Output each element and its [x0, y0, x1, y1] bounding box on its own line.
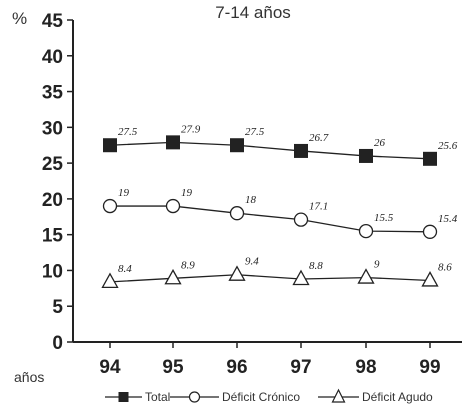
y-tick-label: 0	[52, 333, 63, 354]
data-label: 18	[245, 194, 257, 206]
data-point	[294, 143, 308, 158]
legend-label: Total	[145, 390, 170, 404]
y-tick-label: 20	[42, 190, 63, 211]
data-label: 27.9	[181, 123, 201, 135]
legend-label: Déficit Agudo	[362, 390, 433, 404]
legend-item: Déficit Agudo	[318, 388, 433, 404]
data-point	[358, 223, 374, 239]
x-tick-label: 99	[419, 357, 440, 378]
data-label: 19	[118, 187, 130, 199]
series-1: 19 19 18 17.1 15.5 15.4	[102, 187, 458, 239]
data-point	[166, 135, 180, 150]
data-point	[292, 269, 310, 286]
y-tick-label: 10	[42, 261, 63, 282]
chart-title: 7-14 años	[215, 3, 291, 22]
y-tick-label: 5	[52, 297, 63, 318]
series-line	[110, 205, 431, 233]
axes: 0 5 10 15 20 25 30 35 40 45 94 95 96 97 98 99	[42, 11, 462, 378]
legend-marker	[188, 391, 201, 403]
data-point	[423, 151, 437, 166]
data-point	[229, 206, 245, 221]
legend: Total Déficit Crónico Déficit Agudo	[105, 388, 433, 404]
legend-item: Total	[105, 390, 170, 404]
data-label: 8.4	[118, 263, 132, 275]
x-axis-label: años	[14, 369, 44, 385]
data-label: 25.6	[438, 140, 458, 152]
series-2: 8.4 8.9 9.4 8.8 9 8.6	[101, 256, 452, 289]
y-tick-label: 30	[42, 118, 63, 139]
x-tick-label: 96	[226, 357, 247, 378]
data-point	[357, 268, 375, 284]
data-label: 17.1	[309, 201, 328, 213]
y-tick-label: 40	[42, 47, 63, 68]
data-point	[230, 138, 244, 153]
legend-item: Déficit Crónico	[170, 390, 300, 404]
data-point	[422, 224, 438, 239]
x-tick-label: 94	[99, 357, 121, 378]
data-label: 8.9	[181, 259, 195, 271]
series-line	[109, 141, 431, 160]
y-tick-label: 15	[42, 226, 64, 247]
data-label: 26.7	[309, 132, 329, 144]
data-point	[164, 268, 182, 285]
data-point	[103, 138, 117, 153]
y-tick-label: 35	[42, 83, 64, 104]
series-line	[109, 274, 431, 283]
data-point	[102, 198, 118, 214]
series-layer: 27.5 27.9 27.5 26.7 26 25.6 19 19 18 17.1 15.5 15.4…	[101, 123, 458, 289]
data-point	[165, 198, 181, 214]
data-label: 8.6	[438, 261, 452, 273]
data-label: 9	[374, 259, 380, 271]
data-label: 19	[181, 187, 193, 199]
legend-marker	[331, 388, 346, 403]
data-label: 15.4	[438, 213, 458, 225]
legend-label: Déficit Crónico	[222, 390, 300, 404]
y-tick-label: 25	[42, 154, 64, 175]
x-tick-label: 98	[355, 357, 376, 378]
data-point	[101, 272, 119, 289]
data-label: 27.5	[118, 126, 138, 138]
x-tick-label: 97	[290, 357, 311, 378]
series-0: 27.5 27.9 27.5 26.7 26 25.6	[103, 123, 458, 166]
data-label: 9.4	[245, 256, 259, 268]
y-tick-label: 45	[42, 11, 64, 32]
data-point	[293, 212, 309, 227]
legend-marker	[118, 392, 129, 402]
data-point	[228, 265, 246, 281]
data-point	[359, 148, 373, 163]
x-tick-label: 95	[162, 357, 184, 378]
data-label: 8.8	[309, 260, 323, 272]
data-label: 15.5	[374, 212, 394, 224]
y-axis-unit: %	[12, 9, 27, 28]
data-label: 26	[374, 137, 386, 149]
data-label: 27.5	[245, 126, 265, 138]
data-point	[421, 271, 439, 287]
